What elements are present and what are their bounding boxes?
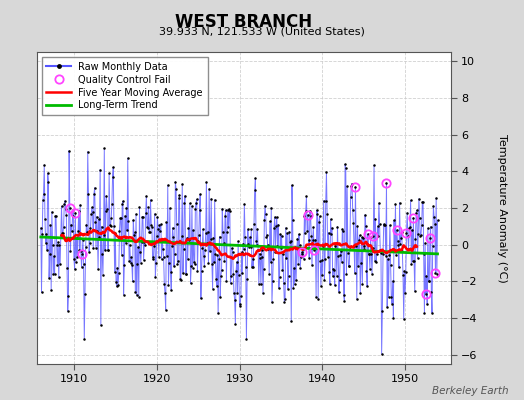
- Text: 39.933 N, 121.533 W (United States): 39.933 N, 121.533 W (United States): [159, 26, 365, 36]
- Text: Berkeley Earth: Berkeley Earth: [432, 386, 508, 396]
- Y-axis label: Temperature Anomaly (°C): Temperature Anomaly (°C): [497, 134, 507, 282]
- Title: WEST BRANCH: WEST BRANCH: [175, 13, 312, 31]
- Legend: Raw Monthly Data, Quality Control Fail, Five Year Moving Average, Long-Term Tren: Raw Monthly Data, Quality Control Fail, …: [41, 57, 208, 115]
